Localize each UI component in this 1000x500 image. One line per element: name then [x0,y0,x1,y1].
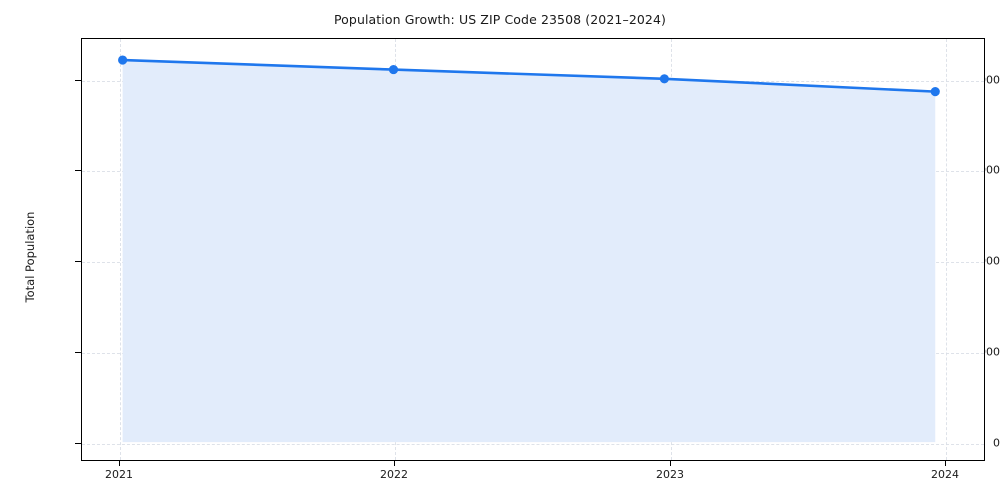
x-tick-mark-2023 [670,461,671,466]
plot-area [81,38,985,461]
data-point-2021 [118,55,128,65]
gridline-y-0 [82,444,984,445]
data-point-markers [118,55,940,97]
y-tick-mark-15000 [75,170,81,171]
y-tick-mark-20000 [75,80,81,81]
area-fill [122,60,936,443]
y-tick-mark-5000 [75,352,81,353]
x-tick-label-2021: 2021 [105,468,133,481]
x-tick-mark-2021 [119,461,120,466]
line-path [121,58,937,93]
y-axis-label: Total Population [23,211,37,303]
data-point-2022 [388,65,399,75]
population-series [118,55,940,443]
gridline-x-2024 [946,39,947,460]
y-tick-mark-10000 [75,261,81,262]
chart-title: Population Growth: US ZIP Code 23508 (20… [333,12,667,27]
x-tick-label-2023: 2023 [656,468,684,481]
data-point-2023 [659,74,669,84]
gridline-x-2021 [120,39,121,460]
x-tick-label-2024: 2024 [931,468,959,481]
x-tick-mark-2024 [945,461,946,466]
x-tick-mark-2022 [394,461,395,466]
y-tick-label-0: 0 [993,436,1000,450]
data-point-2024 [930,87,940,97]
y-tick-mark-0 [75,443,81,444]
x-tick-label-2022: 2022 [380,468,408,481]
